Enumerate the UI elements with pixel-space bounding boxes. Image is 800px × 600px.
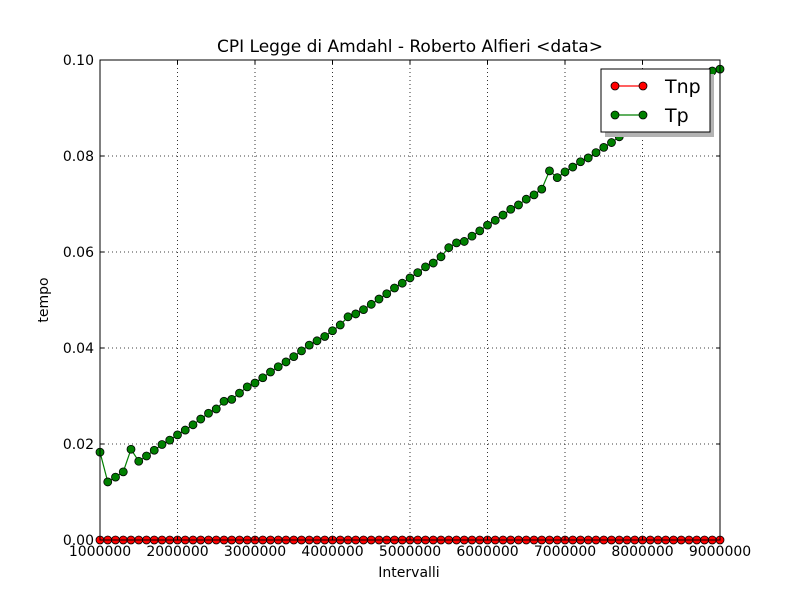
data-point-tp bbox=[281, 357, 291, 367]
data-point-tp bbox=[591, 148, 601, 158]
data-point-tp bbox=[242, 382, 252, 392]
x-tick-label: 4000000 bbox=[301, 544, 363, 560]
data-point-tp bbox=[607, 138, 616, 147]
data-point-tp bbox=[467, 231, 477, 241]
y-axis-label: tempo bbox=[36, 277, 52, 322]
data-point-tp bbox=[545, 166, 554, 176]
data-point-tp bbox=[165, 435, 175, 445]
data-point-tp bbox=[250, 378, 260, 388]
x-axis-label: Intervalli bbox=[378, 565, 439, 581]
data-point-tp bbox=[397, 278, 407, 288]
data-point-tp bbox=[188, 420, 198, 430]
data-point-tp bbox=[583, 153, 593, 163]
data-point-tp bbox=[428, 258, 438, 268]
data-point-tp bbox=[103, 477, 113, 487]
data-point-tp bbox=[180, 425, 190, 435]
data-point-tp bbox=[328, 326, 337, 336]
data-point-tp bbox=[196, 414, 206, 424]
data-point-tp bbox=[142, 451, 151, 461]
data-point-tp bbox=[366, 299, 376, 309]
data-point-tp bbox=[459, 237, 469, 246]
data-point-tp bbox=[343, 312, 353, 322]
x-tick-label: 9000000 bbox=[689, 544, 751, 560]
data-point-tp bbox=[382, 289, 392, 299]
data-point-tp bbox=[421, 262, 430, 272]
x-tick-label: 1000000 bbox=[69, 544, 131, 560]
x-tick-label: 6000000 bbox=[456, 544, 518, 560]
chart-title: CPI Legge di Amdahl - Roberto Alfieri <d… bbox=[217, 37, 603, 57]
data-point-tp bbox=[126, 444, 136, 454]
legend: Tnp Tp bbox=[600, 68, 714, 137]
y-tick-label: 0.04 bbox=[63, 341, 94, 357]
data-point-tp bbox=[599, 142, 609, 152]
data-point-tp bbox=[576, 157, 585, 167]
data-point-tp bbox=[413, 268, 423, 278]
data-point-tp bbox=[266, 367, 275, 377]
data-point-tp bbox=[552, 173, 562, 183]
data-point-tp bbox=[173, 430, 182, 440]
legend-marker-tnp bbox=[638, 81, 648, 91]
legend-label-tnp: Tnp bbox=[664, 76, 701, 98]
legend-box bbox=[600, 68, 711, 133]
y-tick-label: 0.02 bbox=[63, 437, 94, 453]
data-point-tp bbox=[289, 352, 299, 362]
data-point-tp bbox=[204, 408, 213, 418]
data-point-tp bbox=[436, 252, 446, 262]
x-tick-label: 5000000 bbox=[379, 544, 441, 560]
data-point-tp bbox=[444, 243, 454, 253]
y-tick-label: 0.06 bbox=[63, 245, 94, 261]
y-tick-label: 0.10 bbox=[63, 53, 94, 69]
x-tick-label: 8000000 bbox=[611, 544, 673, 560]
data-point-tp bbox=[111, 472, 120, 482]
series-tp bbox=[95, 64, 725, 487]
legend-entries: Tnp Tp bbox=[610, 76, 701, 127]
data-point-tp bbox=[273, 362, 283, 372]
x-tick-label: 7000000 bbox=[534, 544, 596, 560]
y-axis-ticks: 0.00 0.02 0.04 0.06 0.08 0.10 bbox=[63, 53, 720, 549]
data-point-tp bbox=[227, 394, 237, 404]
data-point-tp bbox=[320, 332, 330, 341]
data-point-tp bbox=[529, 190, 539, 200]
data-point-tp bbox=[498, 210, 508, 220]
data-point-tp bbox=[568, 162, 578, 172]
data-point-tp bbox=[134, 456, 144, 466]
legend-label-tp: Tp bbox=[664, 105, 689, 127]
data-point-tp bbox=[521, 194, 531, 204]
data-point-tp bbox=[157, 440, 167, 449]
data-point-tp bbox=[235, 388, 244, 398]
data-point-tp bbox=[560, 167, 570, 177]
data-point-tp bbox=[490, 215, 500, 225]
data-point-tp bbox=[483, 220, 492, 230]
data-point-tp bbox=[258, 373, 268, 383]
data-point-tp bbox=[312, 336, 322, 346]
data-point-tp bbox=[374, 294, 384, 304]
data-point-tp bbox=[351, 309, 361, 319]
data-point-tp bbox=[452, 238, 461, 248]
data-point-tp bbox=[118, 467, 128, 477]
data-point-tp bbox=[335, 320, 345, 330]
legend-marker-tp bbox=[610, 110, 620, 120]
data-point-tp bbox=[211, 404, 221, 414]
data-point-tp bbox=[405, 273, 415, 283]
data-point-tp bbox=[359, 305, 368, 315]
x-axis-ticks: 1000000 2000000 3000000 4000000 5000000 60000… bbox=[69, 60, 751, 560]
data-point-tp bbox=[149, 445, 159, 455]
y-tick-label: 0.08 bbox=[63, 149, 94, 165]
data-point-tp bbox=[506, 204, 516, 214]
data-point-tp bbox=[219, 396, 229, 406]
data-point-tp bbox=[390, 283, 399, 293]
legend-marker-tnp bbox=[610, 81, 620, 91]
legend-marker-tp bbox=[638, 110, 648, 120]
x-tick-label: 3000000 bbox=[224, 544, 286, 560]
y-tick-label: 0.00 bbox=[63, 533, 94, 549]
data-point-tp bbox=[537, 184, 547, 194]
data-point-tp bbox=[304, 340, 314, 350]
data-point-tp bbox=[475, 226, 485, 236]
x-tick-label: 2000000 bbox=[146, 544, 208, 560]
data-point-tp bbox=[297, 346, 306, 356]
data-point-tp bbox=[514, 200, 523, 210]
